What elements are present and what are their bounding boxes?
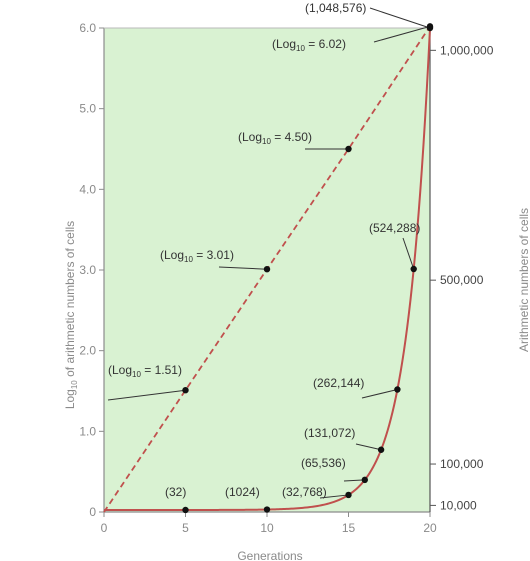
y-tick-label: 5.0 — [79, 102, 96, 116]
right-tick-label: 1,000,000 — [440, 43, 494, 57]
y-axis-left: 0 1.0 2.0 3.0 4.0 5.0 6.0 — [79, 21, 104, 519]
annotation-leader — [355, 443, 382, 451]
y-tick-label: 3.0 — [79, 263, 96, 277]
data-point — [345, 145, 352, 153]
data-point — [410, 265, 417, 273]
annotation-labels: (Log10 = 1.51) (Log10 = 3.01) (Log10 = 4.5… — [108, 1, 420, 499]
annotation-leader — [361, 389, 398, 399]
data-point — [377, 446, 385, 453]
annotation-label: (524,288) — [369, 221, 420, 235]
x-tick-label: 5 — [182, 521, 189, 535]
right-tick-label: 100,000 — [440, 457, 484, 471]
y-tick-label: 4.0 — [79, 182, 96, 196]
annotation-label: (262,144) — [313, 376, 364, 390]
data-points — [182, 23, 434, 514]
data-point — [345, 491, 352, 499]
x-tick-label: 10 — [260, 521, 274, 535]
x-axis: 0 5 10 15 20 — [101, 512, 437, 535]
y-tick-label: 2.0 — [79, 344, 96, 358]
annotation-label: (131,072) — [304, 426, 355, 440]
annotation-label: (Log10 = 1.51) — [108, 363, 182, 379]
x-tick-label: 0 — [101, 521, 108, 535]
annotation-label: (65,536) — [301, 456, 346, 470]
right-tick-label: 500,000 — [440, 273, 484, 287]
data-point — [263, 265, 271, 273]
data-point — [394, 386, 401, 393]
y-axis-right: 1,000,000 500,000 100,000 10,000 — [430, 43, 494, 512]
data-point — [426, 24, 434, 32]
y-tick-label: 1.0 — [79, 424, 96, 438]
data-point — [263, 506, 271, 513]
annotation-label: (1024) — [225, 485, 260, 499]
annotation-label: (Log10 = 3.01) — [160, 248, 234, 264]
annotation-leader — [107, 389, 186, 401]
annotation-label: (Log10 = 4.50) — [238, 130, 312, 146]
annotation-leader — [218, 266, 268, 270]
data-point — [182, 386, 189, 394]
x-axis-title: Generations — [237, 549, 302, 561]
annotation-leader — [402, 237, 415, 270]
annotation-leader — [373, 25, 431, 43]
data-point — [361, 476, 368, 484]
data-point — [182, 506, 189, 514]
annotation-leader — [343, 479, 365, 482]
annotation-leader — [319, 494, 349, 499]
y-axis-right-title: Arithmetic numbers of cells — [517, 208, 530, 352]
y-tick-label: 6.0 — [79, 21, 96, 35]
annotation-leaders — [107, 7, 431, 499]
x-tick-label: 15 — [342, 521, 356, 535]
annotation-label: (Log10 = 6.02) — [272, 37, 346, 53]
annotation-leader — [369, 7, 431, 29]
annotation-label: (1,048,576) — [305, 1, 366, 15]
annotation-label: (32) — [165, 485, 186, 499]
y-tick-label: 0 — [89, 505, 96, 519]
x-tick-label: 20 — [423, 521, 437, 535]
annotation-label: (32,768) — [282, 485, 327, 499]
right-tick-label: 10,000 — [440, 498, 477, 512]
y-axis-left-title: Log10 of arithmetic numbers of cells — [63, 221, 79, 409]
